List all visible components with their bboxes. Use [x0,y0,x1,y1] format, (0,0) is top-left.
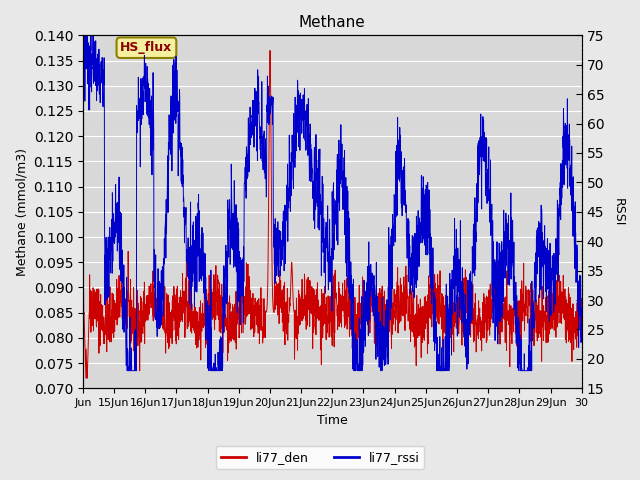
Y-axis label: Methane (mmol/m3): Methane (mmol/m3) [15,148,28,276]
X-axis label: Time: Time [317,414,348,427]
Y-axis label: RSSI: RSSI [612,198,625,226]
Title: Methane: Methane [299,15,365,30]
Legend: li77_den, li77_rssi: li77_den, li77_rssi [216,446,424,469]
Text: HS_flux: HS_flux [120,41,173,54]
